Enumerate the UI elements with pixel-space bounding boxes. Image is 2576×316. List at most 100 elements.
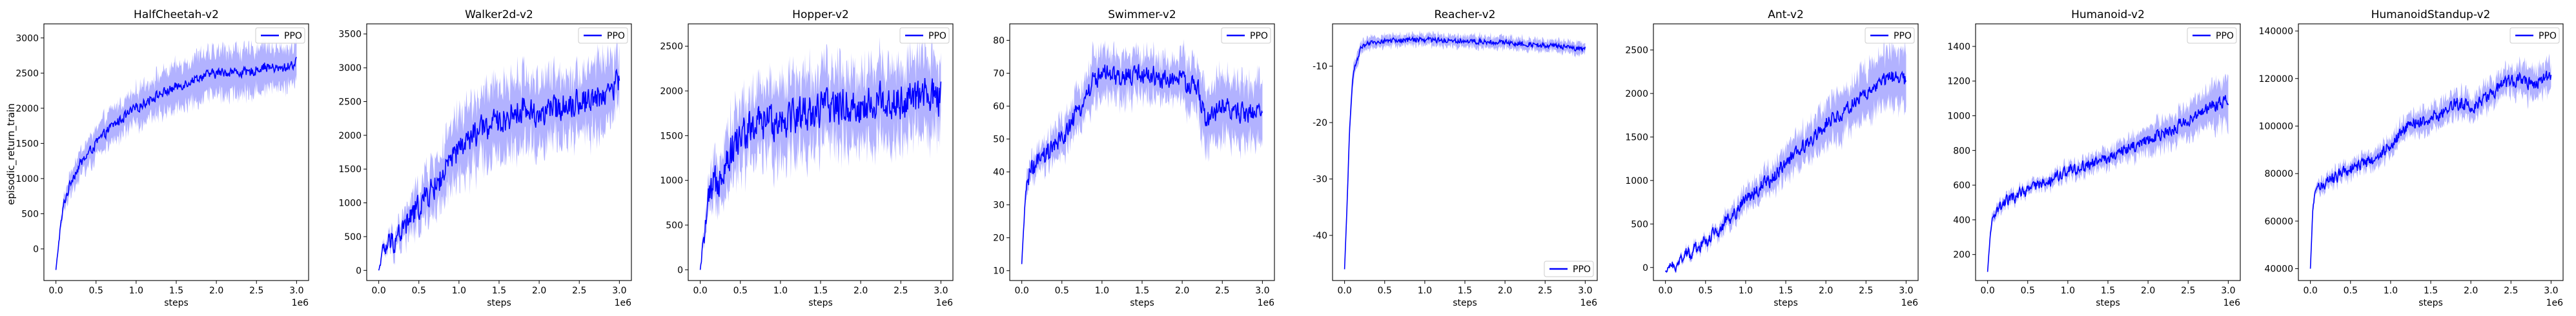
- legend: PPO: [578, 27, 628, 44]
- legend-box: [255, 27, 305, 44]
- x-tick-label: 2.5: [894, 286, 908, 296]
- x-tick-label: 0.5: [89, 286, 103, 296]
- legend: PPO: [1544, 261, 1594, 277]
- x-axis-label: steps: [1453, 298, 1477, 308]
- legend-box: [578, 27, 628, 44]
- y-tick-label: 30: [993, 201, 1005, 211]
- x-tick-label: 0.5: [412, 286, 426, 296]
- series-line: [378, 68, 620, 271]
- x-offset-label: 1e6: [2223, 298, 2241, 308]
- x-axis-label: steps: [2096, 298, 2120, 308]
- legend-box: [2187, 27, 2237, 44]
- y-tick-label: 20: [993, 233, 1005, 244]
- x-tick-label: 0.0: [1338, 286, 1352, 296]
- x-tick-label: 1.0: [1418, 286, 1432, 296]
- subplot-title: Walker2d-v2: [465, 8, 533, 21]
- x-axis-label: steps: [808, 298, 833, 308]
- y-tick-label: 80: [993, 36, 1005, 46]
- series-band: [1987, 74, 2229, 272]
- subplot-title: HumanoidStandup-v2: [2371, 8, 2491, 21]
- legend-box: [1544, 261, 1594, 277]
- legend-label: PPO: [284, 31, 302, 41]
- x-tick-label: 3.0: [2221, 286, 2235, 296]
- y-tick-label: 2000: [338, 131, 362, 141]
- x-tick-label: 1.5: [1458, 286, 1472, 296]
- x-axis-label: steps: [2418, 298, 2443, 308]
- series-band: [2310, 54, 2551, 269]
- x-tick-label: 2.5: [1215, 286, 1229, 296]
- subplot-title: HalfCheetah-v2: [134, 8, 219, 21]
- y-tick-label: 50: [993, 135, 1005, 145]
- x-tick-label: 1.5: [2424, 286, 2438, 296]
- subplot-1: HalfCheetah-v2 0.0 0.5 1.0 1.5 2.0 2.5 3.0 0 500 1…: [15, 8, 309, 308]
- x-tick-label: 1.0: [129, 286, 143, 296]
- series-band: [1021, 39, 1263, 264]
- y-tick-label: 0: [33, 244, 39, 255]
- y-tick-label: 500: [1631, 219, 1648, 230]
- legend-box: [2510, 27, 2560, 44]
- x-tick-label: 0.0: [372, 286, 386, 296]
- x-axis-label: steps: [164, 298, 189, 308]
- legend-box: [899, 27, 950, 44]
- x-tick-label: 2.5: [1538, 286, 1552, 296]
- x-tick-label: 0.5: [2021, 286, 2035, 296]
- y-tick-label: 70: [993, 69, 1005, 79]
- x-tick-label: 3.0: [934, 286, 948, 296]
- x-tick-label: 2.5: [249, 286, 263, 296]
- subplot-title: Ant-v2: [1768, 8, 1804, 21]
- legend-label: PPO: [2216, 31, 2234, 41]
- series-line: [55, 57, 297, 270]
- subplot-4: Swimmer-v2 0.0 0.5 1.0 1.5 2.0 2.5 3.0 10 20 30 40 5…: [993, 8, 1275, 308]
- legend-label: PPO: [607, 31, 625, 41]
- y-tick-label: 800: [1953, 146, 1970, 156]
- subplot-title: Humanoid-v2: [2071, 8, 2145, 21]
- subplot-5: Reacher-v2 0.0 0.5 1.0 1.5 2.0 2.5 3.0 -40 -30 -20…: [1313, 8, 1598, 308]
- x-offset-label: 1e6: [2546, 298, 2564, 308]
- legend: PPO: [2187, 27, 2237, 44]
- x-tick-label: 0.5: [1378, 286, 1392, 296]
- y-tick-label: 1400: [1947, 42, 1970, 52]
- y-tick-label: 3500: [338, 30, 362, 40]
- series-line: [1987, 95, 2229, 272]
- legend-box: [1221, 27, 1271, 44]
- x-tick-label: 2.0: [532, 286, 546, 296]
- x-tick-label: 3.0: [612, 286, 626, 296]
- legend-label: PPO: [1894, 31, 1912, 41]
- legend-box: [1865, 27, 1915, 44]
- x-tick-label: 2.5: [572, 286, 586, 296]
- x-offset-label: 1e6: [292, 298, 309, 308]
- legend: PPO: [2510, 27, 2560, 44]
- legend-label: PPO: [2539, 31, 2557, 41]
- y-tick-label: 1500: [660, 131, 683, 141]
- x-tick-label: 0.5: [1055, 286, 1069, 296]
- x-tick-label: 3.0: [1578, 286, 1592, 296]
- y-tick-label: 2500: [338, 97, 362, 107]
- y-tick-label: 400: [1953, 215, 1970, 226]
- y-tick-label: 2000: [1625, 89, 1648, 99]
- x-tick-label: 2.0: [1175, 286, 1189, 296]
- x-tick-label: 3.0: [1255, 286, 1269, 296]
- y-tick-label: 2000: [660, 86, 683, 97]
- y-tick-label: -20: [1313, 118, 1327, 128]
- x-tick-label: 2.0: [1819, 286, 1833, 296]
- x-offset-label: 1e6: [1901, 298, 1919, 308]
- x-tick-label: 1.5: [1135, 286, 1149, 296]
- y-tick-label: 3000: [15, 34, 39, 44]
- x-tick-label: 1.5: [813, 286, 828, 296]
- y-tick-label: 2500: [15, 68, 39, 79]
- x-offset-label: 1e6: [1258, 298, 1275, 308]
- y-tick-label: 40000: [2264, 264, 2293, 275]
- x-axis-label: steps: [1774, 298, 1798, 308]
- subplot-7: Humanoid-v2 0.0 0.5 1.0 1.5 2.0 2.5 3.0 200 400 60…: [1947, 8, 2241, 308]
- y-tick-label: 80000: [2264, 169, 2293, 179]
- x-tick-label: 2.5: [1859, 286, 1873, 296]
- subplot-8: HumanoidStandup-v2 0.0 0.5 1.0 1.5 2.0 2.5 3.0 4…: [2259, 8, 2564, 308]
- subplot-2: Walker2d-v2 0.0 0.5 1.0 1.5 2.0 2.5 3.0 0 500 1000…: [338, 8, 632, 308]
- y-tick-label: -10: [1313, 62, 1327, 72]
- y-tick-label: 40: [993, 168, 1005, 178]
- subplot-panels: HalfCheetah-v2 0.0 0.5 1.0 1.5 2.0 2.5 3.0 0 500 1…: [15, 8, 2564, 308]
- y-tick-label: 1000: [15, 174, 39, 184]
- y-tick-label: 1000: [338, 199, 362, 209]
- subplot-6: Ant-v2 0.0 0.5 1.0 1.5 2.0 2.5 3.0 0 500 1000 1500 2…: [1625, 8, 1919, 308]
